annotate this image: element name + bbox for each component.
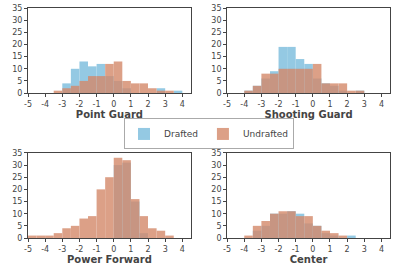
svg-text:25: 25 xyxy=(211,28,221,37)
svg-text:Undrafted: Undrafted xyxy=(243,129,288,139)
svg-text:10: 10 xyxy=(211,65,221,74)
svg-text:35: 35 xyxy=(12,149,22,158)
svg-text:Point Guard: Point Guard xyxy=(76,109,143,120)
svg-text:-1: -1 xyxy=(93,100,101,109)
svg-text:35: 35 xyxy=(211,149,221,158)
svg-text:5: 5 xyxy=(216,77,221,86)
svg-text:-2: -2 xyxy=(275,245,283,254)
svg-text:-5: -5 xyxy=(24,100,32,109)
svg-text:10: 10 xyxy=(12,209,22,218)
svg-text:-2: -2 xyxy=(75,100,83,109)
svg-text:Drafted: Drafted xyxy=(164,129,198,139)
svg-text:-5: -5 xyxy=(223,100,231,109)
svg-text:35: 35 xyxy=(12,4,22,13)
svg-text:4: 4 xyxy=(180,100,185,109)
svg-text:35: 35 xyxy=(211,4,221,13)
svg-text:15: 15 xyxy=(211,197,221,206)
svg-text:20: 20 xyxy=(12,185,22,194)
svg-text:3: 3 xyxy=(163,100,168,109)
svg-text:30: 30 xyxy=(211,161,221,170)
svg-text:15: 15 xyxy=(12,197,22,206)
svg-text:3: 3 xyxy=(163,245,168,254)
svg-text:15: 15 xyxy=(211,52,221,61)
svg-text:0: 0 xyxy=(310,245,315,254)
svg-text:15: 15 xyxy=(12,52,22,61)
svg-text:Power Forward: Power Forward xyxy=(67,254,152,265)
svg-text:0: 0 xyxy=(216,234,221,243)
svg-text:-4: -4 xyxy=(41,245,49,254)
svg-text:30: 30 xyxy=(12,16,22,25)
svg-text:25: 25 xyxy=(12,173,22,182)
svg-text:3: 3 xyxy=(362,100,367,109)
svg-text:-3: -3 xyxy=(58,100,66,109)
svg-text:-3: -3 xyxy=(257,100,265,109)
svg-text:10: 10 xyxy=(211,209,221,218)
svg-text:3: 3 xyxy=(362,245,367,254)
svg-text:1: 1 xyxy=(128,245,133,254)
svg-text:5: 5 xyxy=(17,77,22,86)
svg-text:10: 10 xyxy=(12,65,22,74)
svg-text:Center: Center xyxy=(290,254,328,265)
svg-text:5: 5 xyxy=(17,222,22,231)
svg-text:Shooting Guard: Shooting Guard xyxy=(264,109,352,120)
svg-text:20: 20 xyxy=(211,185,221,194)
svg-text:2: 2 xyxy=(345,100,350,109)
svg-text:1: 1 xyxy=(327,245,332,254)
svg-text:5: 5 xyxy=(216,222,221,231)
svg-text:-2: -2 xyxy=(275,100,283,109)
svg-text:4: 4 xyxy=(379,100,384,109)
svg-text:-2: -2 xyxy=(75,245,83,254)
svg-text:-1: -1 xyxy=(292,100,300,109)
svg-text:20: 20 xyxy=(211,40,221,49)
svg-text:2: 2 xyxy=(145,100,150,109)
svg-text:-5: -5 xyxy=(223,245,231,254)
svg-text:25: 25 xyxy=(211,173,221,182)
svg-text:2: 2 xyxy=(145,245,150,254)
svg-text:-3: -3 xyxy=(257,245,265,254)
svg-text:-3: -3 xyxy=(58,245,66,254)
svg-text:0: 0 xyxy=(111,245,116,254)
svg-text:0: 0 xyxy=(111,100,116,109)
svg-text:0: 0 xyxy=(17,234,22,243)
svg-text:4: 4 xyxy=(180,245,185,254)
svg-text:-5: -5 xyxy=(24,245,32,254)
svg-text:30: 30 xyxy=(211,16,221,25)
svg-text:-1: -1 xyxy=(292,245,300,254)
svg-text:20: 20 xyxy=(12,40,22,49)
svg-text:-4: -4 xyxy=(240,245,248,254)
svg-text:2: 2 xyxy=(345,245,350,254)
svg-text:-1: -1 xyxy=(93,245,101,254)
svg-text:1: 1 xyxy=(327,100,332,109)
svg-text:-4: -4 xyxy=(41,100,49,109)
svg-text:4: 4 xyxy=(379,245,384,254)
svg-text:0: 0 xyxy=(310,100,315,109)
svg-text:0: 0 xyxy=(17,89,22,98)
svg-text:-4: -4 xyxy=(240,100,248,109)
svg-text:25: 25 xyxy=(12,28,22,37)
svg-text:30: 30 xyxy=(12,161,22,170)
svg-text:1: 1 xyxy=(128,100,133,109)
svg-text:0: 0 xyxy=(216,89,221,98)
